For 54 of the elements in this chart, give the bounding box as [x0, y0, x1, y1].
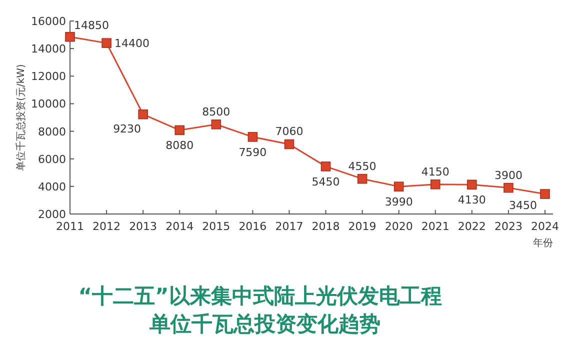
- point: [65, 32, 75, 42]
- data-label: 3450: [509, 199, 537, 212]
- x-tick-label: 2011: [56, 220, 84, 233]
- data-label: 9230: [113, 122, 142, 136]
- y-tick-label: 6000: [38, 152, 66, 166]
- data-label: 3990: [384, 196, 413, 209]
- y-tick-label: 14000: [31, 42, 66, 56]
- data-label: 8080: [166, 139, 194, 152]
- point: [284, 139, 294, 150]
- y-tick-label: 16000: [31, 15, 66, 28]
- data-label: 4130: [458, 194, 486, 207]
- y-tick-label: 10000: [31, 98, 66, 111]
- data-label: 14400: [114, 37, 150, 50]
- x-tick-label: 2012: [92, 220, 121, 233]
- data-label: 7590: [238, 146, 267, 159]
- x-tick-label: 2017: [275, 220, 304, 233]
- x-tick-label: 2016: [238, 220, 267, 233]
- data-label: 3900: [494, 168, 522, 182]
- x-tick-label: 2023: [494, 220, 522, 233]
- x-tick-label: 2013: [129, 220, 158, 233]
- text: “十二五”以来集中式陆上光伏发电工程: [78, 284, 442, 308]
- point: [540, 189, 550, 199]
- point: [320, 162, 331, 172]
- point: [394, 182, 404, 192]
- y-tick-label: 2000: [38, 208, 66, 221]
- point: [174, 125, 185, 136]
- point: [138, 109, 148, 120]
- y-tick-label: 8000: [38, 125, 66, 138]
- x-tick-label: 2014: [166, 220, 194, 233]
- point: [430, 179, 440, 190]
- data-label: 14850: [74, 18, 109, 32]
- point: [248, 132, 258, 142]
- y-tick-label: 12000: [31, 70, 66, 84]
- data-label: 4550: [348, 160, 376, 173]
- x-tick-label: 2020: [384, 220, 413, 233]
- data-label: 4150: [421, 165, 450, 178]
- x-tick-label: 2022: [458, 220, 486, 233]
- y-axis-title: 单位千瓦总投资(元/kW): [15, 64, 27, 171]
- point: [467, 180, 477, 190]
- x-tick-label: 2015: [202, 220, 230, 233]
- data-label: 7060: [275, 125, 304, 138]
- x-tick-label: 2018: [312, 220, 340, 233]
- x-tick-label: 2019: [348, 220, 376, 233]
- text: 单位千瓦总投资变化趋势: [148, 312, 380, 336]
- point: [211, 119, 222, 130]
- x-tick-label: 2021: [421, 220, 450, 233]
- data-label: 5450: [312, 175, 340, 188]
- x-axis-title: 年份: [533, 237, 553, 249]
- point: [357, 174, 368, 184]
- y-tick-label: 4000: [38, 180, 66, 194]
- x-tick-label: 2024: [531, 220, 559, 233]
- data-label: 8500: [202, 105, 230, 118]
- point: [102, 38, 112, 48]
- point: [504, 182, 514, 193]
